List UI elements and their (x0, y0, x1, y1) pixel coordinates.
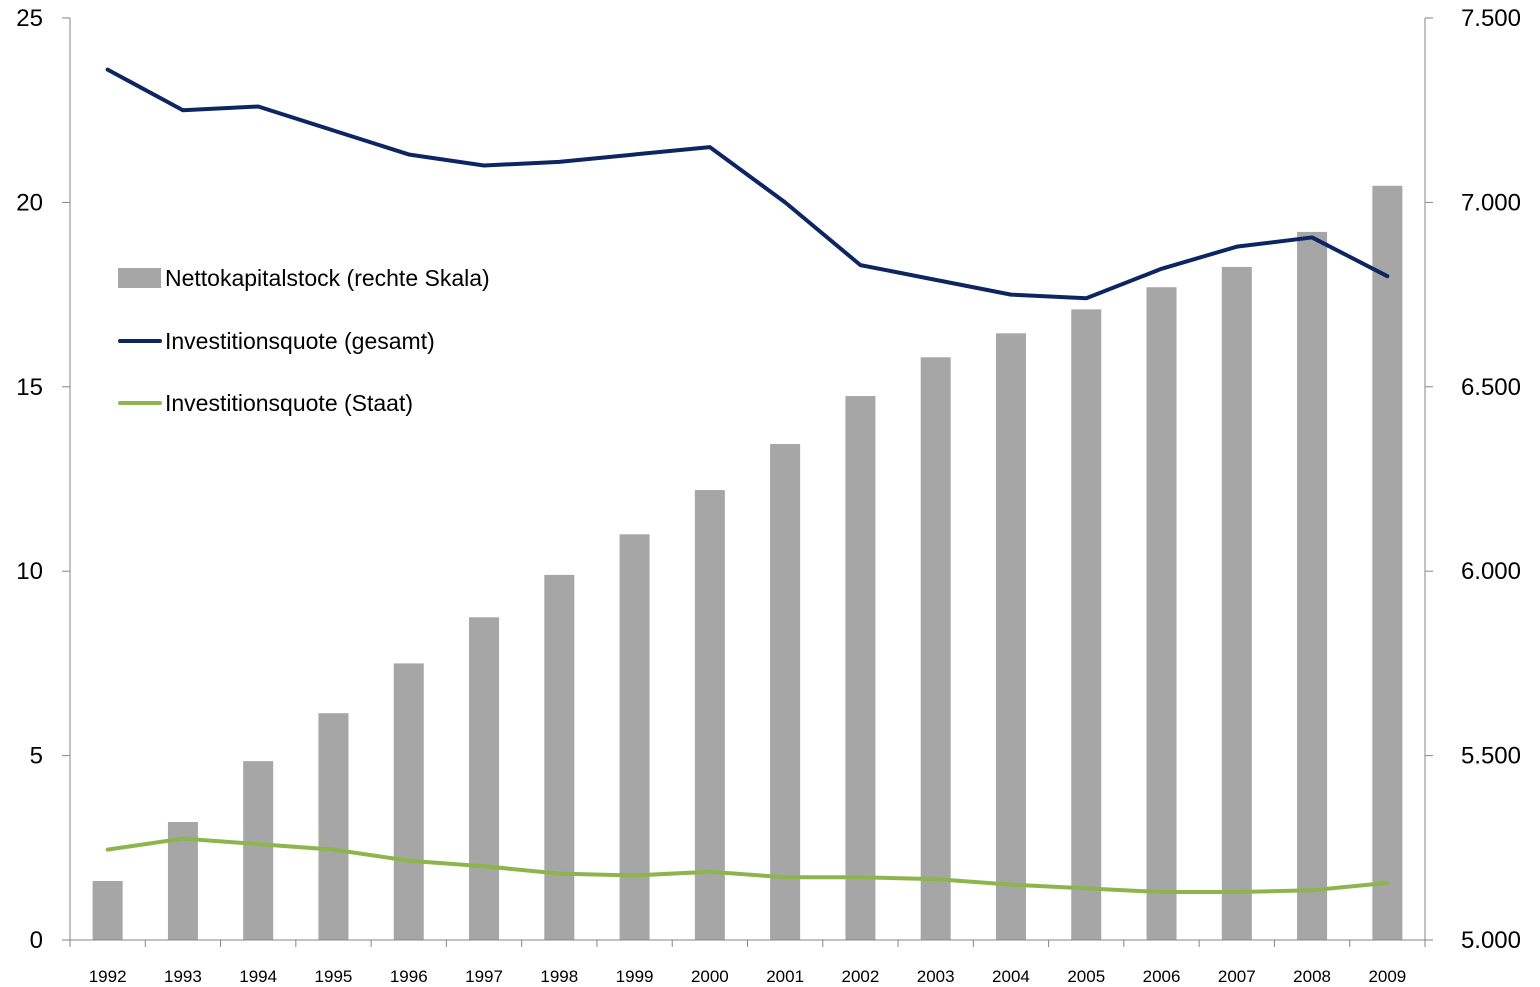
x-tick-label: 2007 (1218, 967, 1256, 986)
x-tick-label: 1997 (465, 967, 503, 986)
legend-swatch-nettokapitalstock (118, 268, 161, 288)
x-tick-label: 2001 (766, 967, 804, 986)
x-tick-label: 2003 (917, 967, 955, 986)
bar-1995 (318, 713, 349, 940)
x-tick-label: 1992 (89, 967, 127, 986)
x-tick-label: 2002 (842, 967, 880, 986)
x-tick-label: 2008 (1293, 967, 1331, 986)
x-tick-label: 2004 (992, 967, 1030, 986)
y-left-tick-label: 10 (16, 558, 43, 585)
x-tick-label: 1994 (239, 967, 277, 986)
x-tick-label: 2009 (1368, 967, 1406, 986)
y-right-tick-label: 7.500 (1461, 5, 1521, 32)
bar-1996 (393, 663, 424, 940)
bar-2008 (1297, 231, 1328, 940)
x-tick-label: 1998 (540, 967, 578, 986)
x-tick-label: 1996 (390, 967, 428, 986)
bar-1994 (243, 761, 274, 940)
y-right-tick-label: 7.000 (1461, 189, 1521, 216)
legend-label-investitionsquote-staat: Investitionsquote (Staat) (165, 390, 413, 416)
bar-1998 (544, 574, 575, 940)
y-left-tick-label: 25 (16, 5, 43, 32)
y-right-tick-label: 5.000 (1461, 927, 1521, 954)
bar-1999 (619, 534, 650, 940)
y-right-tick-label: 5.500 (1461, 743, 1521, 770)
bar-series-nettokapitalstock (92, 185, 1403, 941)
bar-2009 (1372, 185, 1403, 941)
legend-label-nettokapitalstock: Nettokapitalstock (rechte Skala) (165, 265, 490, 291)
bar-2006 (1146, 287, 1177, 941)
x-tick-label: 1993 (164, 967, 202, 986)
y-left-tick-label: 5 (30, 743, 43, 770)
bar-2003 (920, 357, 951, 940)
bar-2005 (1071, 309, 1102, 941)
x-tick-label: 2005 (1067, 967, 1105, 986)
x-tick-label: 1999 (616, 967, 654, 986)
legend-label-investitionsquote-gesamt: Investitionsquote (gesamt) (165, 328, 435, 354)
bar-2002 (845, 396, 876, 940)
y-right-tick-label: 6.500 (1461, 374, 1521, 401)
axes: 0 5 10 15 20 25 5.000 5.500 6.000 6.500 7.000 7.500… (16, 5, 1521, 986)
x-tick-label: 1995 (315, 967, 353, 986)
x-tick-label: 2000 (691, 967, 729, 986)
y-left-tick-label: 0 (30, 927, 43, 954)
bar-2001 (770, 443, 801, 940)
line-investitionsquote-staat (105, 836, 1390, 895)
line-investitionsquote-gesamt (105, 67, 1390, 301)
x-tick-label: 2006 (1143, 967, 1181, 986)
legend: Nettokapitalstock (rechte Skala) Investi… (118, 265, 490, 416)
bar-2000 (694, 490, 725, 940)
y-left-tick-label: 15 (16, 374, 43, 401)
y-left-tick-label: 20 (16, 189, 43, 216)
line-series (105, 67, 1390, 895)
bar-2007 (1221, 266, 1252, 940)
bar-2004 (995, 333, 1026, 940)
bar-1997 (469, 617, 500, 940)
y-right-tick-label: 6.000 (1461, 558, 1521, 585)
bar-1992 (92, 880, 123, 940)
